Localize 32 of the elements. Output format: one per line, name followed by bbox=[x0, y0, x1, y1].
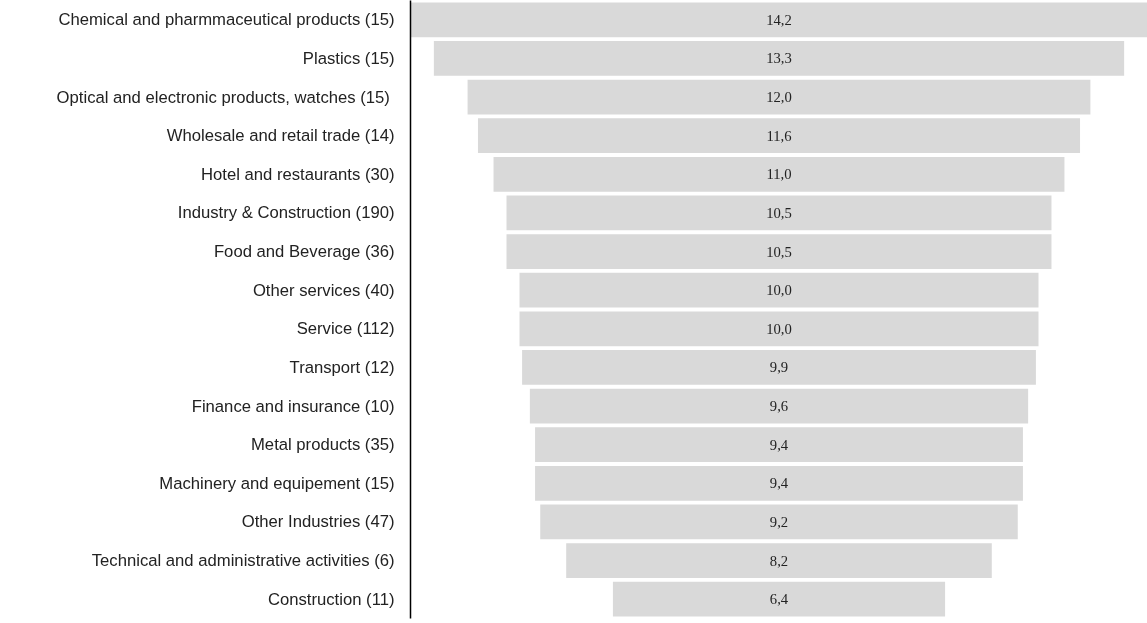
category-label: Metal products (35) bbox=[251, 435, 395, 455]
data-label: 10,5 bbox=[766, 243, 792, 260]
category-label: Industry & Construction (190) bbox=[177, 203, 395, 223]
data-label: 12,0 bbox=[766, 89, 792, 106]
data-label: 10,0 bbox=[766, 282, 792, 299]
category-label: Optical and electronic products, watches (15) bbox=[56, 87, 390, 107]
category-label: Finance and insurance (10) bbox=[191, 396, 395, 416]
data-label: 9,4 bbox=[769, 436, 789, 453]
category-label: Service (112) bbox=[296, 319, 395, 339]
category-label: Chemical and pharmmaceutical products (15) bbox=[58, 10, 395, 30]
category-label: Food and Beverage (36) bbox=[213, 242, 395, 262]
category-label: Machinery and equipement (15) bbox=[159, 473, 395, 493]
data-label: 6,4 bbox=[769, 591, 789, 608]
data-label: 9,6 bbox=[769, 398, 789, 415]
data-label: 11,0 bbox=[766, 166, 792, 183]
category-label: Transport (12) bbox=[289, 357, 395, 377]
category-label: Wholesale and retail trade (14) bbox=[166, 126, 395, 146]
category-label: Other services (40) bbox=[252, 280, 395, 300]
data-label: 10,0 bbox=[766, 320, 792, 337]
data-label: 9,9 bbox=[769, 359, 789, 376]
data-label: 9,2 bbox=[769, 513, 789, 530]
category-label: Technical and administrative activities (6) bbox=[91, 551, 395, 571]
category-label: Hotel and restaurants (30) bbox=[201, 164, 395, 184]
category-label: Other Industries (47) bbox=[241, 512, 395, 532]
data-label: 9,4 bbox=[769, 475, 789, 492]
data-label: 13,3 bbox=[766, 50, 792, 67]
category-label: Plastics (15) bbox=[302, 48, 395, 68]
data-label: 11,6 bbox=[766, 127, 792, 144]
data-label: 10,5 bbox=[766, 204, 792, 221]
data-label: 14,2 bbox=[766, 11, 792, 28]
category-label: Construction (11) bbox=[267, 589, 395, 609]
data-label: 8,2 bbox=[769, 552, 789, 569]
